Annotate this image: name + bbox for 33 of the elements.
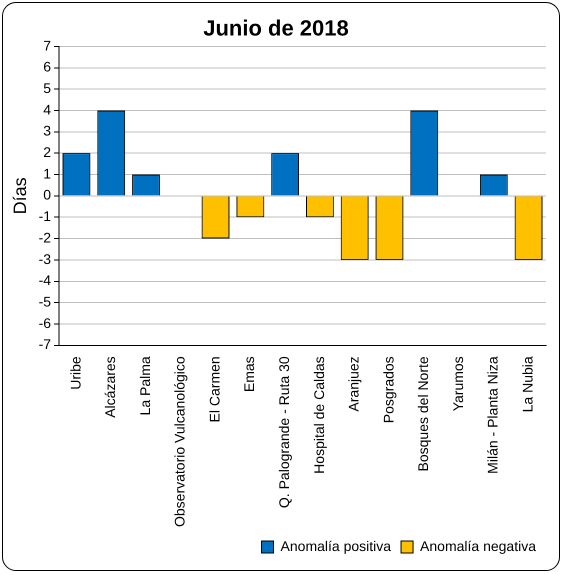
x-tick-label: Alcázares [102, 356, 118, 418]
y-tick-label: 0 [43, 186, 52, 203]
x-tick-label: Uribe [67, 356, 84, 390]
y-tick-label: -4 [38, 272, 52, 288]
x-tick-label: Bosques del Norte [415, 356, 432, 472]
y-tick-label: 5 [43, 80, 52, 96]
y-tick-label: 7 [43, 37, 52, 54]
x-tick-label: La Palma [136, 356, 153, 416]
y-tick-label: 2 [43, 144, 52, 160]
x-tick-label: La Nubia [519, 356, 536, 412]
y-tick-label: 1 [43, 165, 52, 182]
y-tick-label: -3 [38, 250, 52, 267]
y-tick-label: -1 [38, 208, 52, 224]
y-tick-label: 4 [43, 101, 52, 118]
x-tick-label: El Carmen [206, 356, 222, 422]
y-tick-label: -7 [38, 336, 52, 352]
legend-label: Anomalía positiva [280, 538, 392, 554]
y-tick-label: -6 [38, 314, 52, 331]
x-tick-label: Q. Palogrande - Ruta 30 [276, 356, 292, 508]
x-tick-label: Emas [241, 356, 258, 392]
x-tick-label: Observatorio Vulcanológico [172, 356, 188, 527]
legend-label: Anomalía negativa [420, 538, 536, 554]
y-axis-title: Días [10, 177, 30, 214]
y-tick-label: 6 [43, 58, 52, 75]
y-tick-label: 3 [43, 122, 52, 139]
x-tick-label: Posgrados [380, 356, 396, 424]
y-tick-label: -2 [38, 229, 52, 246]
chart-title: Junio de 2018 [203, 15, 349, 40]
y-tick-label: -5 [38, 293, 52, 310]
x-tick-label: Milán - Planta Niza [484, 356, 501, 474]
x-tick-label: Hospital de Caldas [310, 356, 327, 474]
x-tick-label: Yarumos [450, 356, 466, 412]
x-tick-label: Aranjuez [346, 356, 362, 412]
